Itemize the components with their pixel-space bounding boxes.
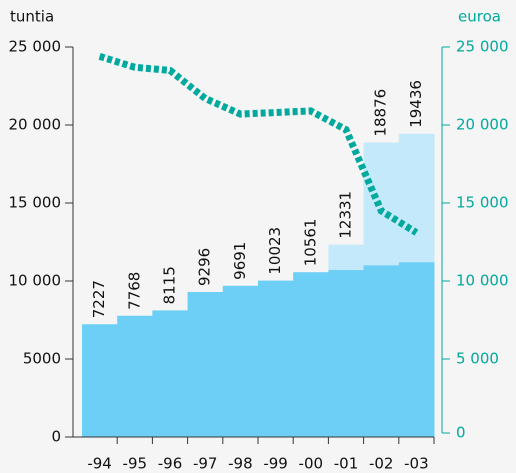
bar [117,315,153,437]
data-label: 7227 [90,280,108,318]
data-label: 19436 [407,80,425,128]
bar [328,270,365,437]
y-tick-label: 15 000 [9,194,62,212]
x-tick-label: -98 [228,455,253,473]
y-tick-label: 25 000 [9,38,62,56]
y-tick-label: 0 [51,428,61,446]
y2-axis-label: euroa [458,8,501,26]
y2-tick-label: 20 000 [456,116,509,134]
bar [152,310,189,437]
bar [398,262,435,437]
x-tick-label: -94 [87,455,112,473]
data-label: 8115 [161,266,179,304]
x-tick-label: -95 [123,455,148,473]
data-label: 9296 [196,248,214,286]
data-label: 9691 [231,242,249,280]
bar [293,272,329,437]
y2-tick-label: 10 000 [456,272,509,290]
x-tick-label: -96 [158,455,183,473]
data-label: 12331 [337,191,355,239]
x-tick-label: -97 [193,455,218,473]
y-tick-label: 10 000 [9,272,62,290]
bar [82,324,118,437]
x-tick-label: -00 [299,455,324,473]
y2-tick-label: 15 000 [456,194,509,212]
x-tick-label: -99 [263,455,288,473]
data-label: 10561 [301,219,319,267]
bar [258,280,294,437]
bar [222,285,259,437]
bar [187,291,224,437]
y-axis-label: tuntia [10,8,54,26]
x-tick-label: -03 [404,455,429,473]
y-tick-label: 5000 [23,350,61,368]
data-label: 18876 [372,89,390,137]
y2-tick-label: 0 [456,424,466,442]
y2-tick-label: 5 000 [456,350,499,368]
data-label: 7768 [125,272,143,310]
x-tick-label: -02 [369,455,394,473]
data-label: 10023 [266,227,284,275]
y-tick-label: 20 000 [9,116,62,134]
x-tick-label: -01 [334,455,359,473]
bar [363,265,400,437]
y2-tick-label: 25 000 [456,38,509,56]
